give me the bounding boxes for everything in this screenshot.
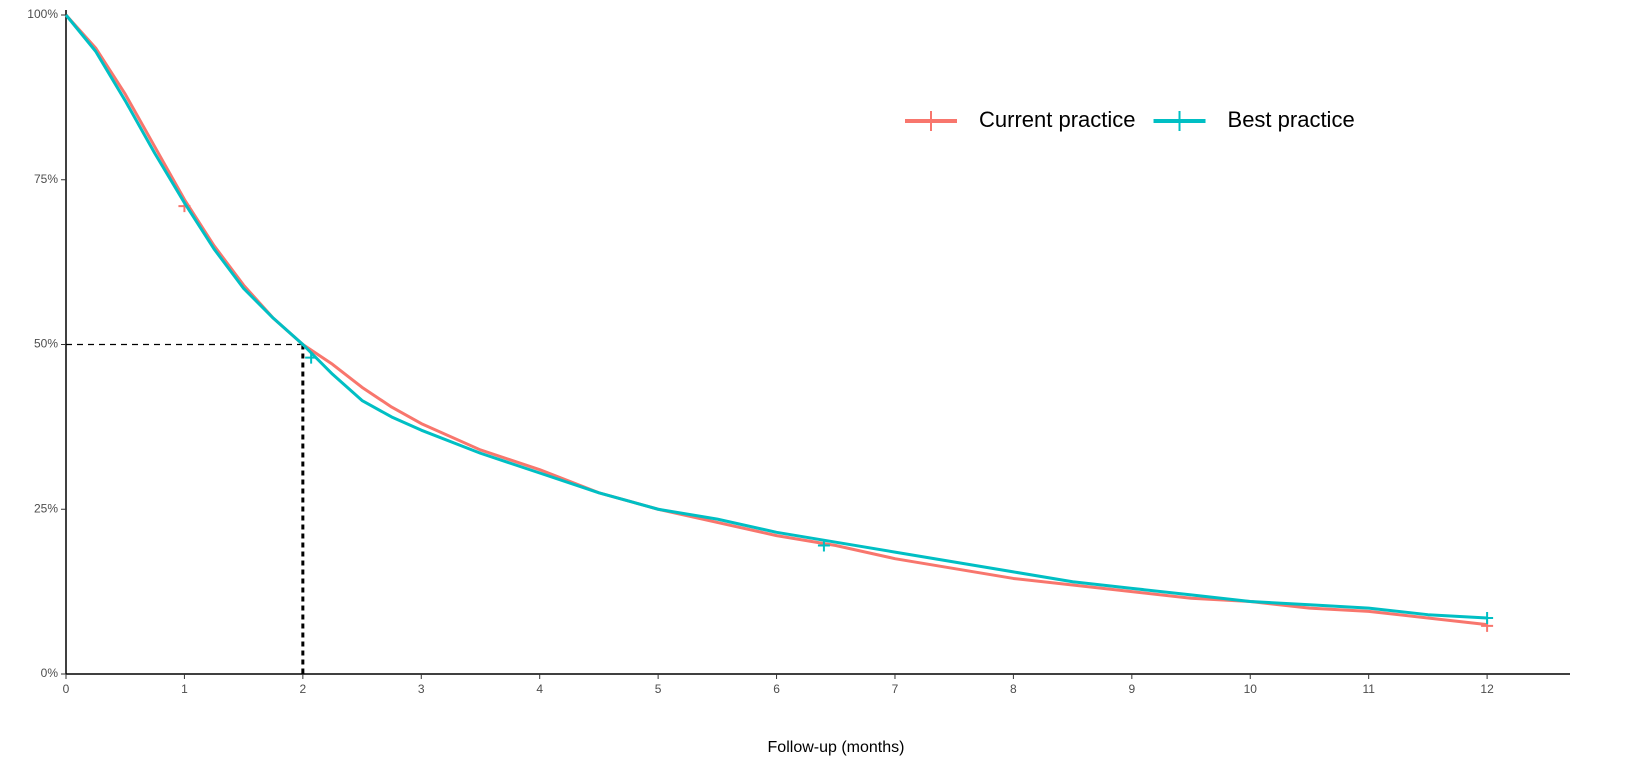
x-tick-label: 7 <box>892 682 899 696</box>
x-tick-label: 9 <box>1128 682 1135 696</box>
survival-curve <box>64 14 1488 620</box>
y-tick-label: 0% <box>41 666 59 680</box>
x-tick-label: 0 <box>63 682 70 696</box>
x-tick-label: 4 <box>536 682 543 696</box>
x-tick-label: 2 <box>300 682 307 696</box>
x-tick-label: 5 <box>655 682 662 696</box>
x-tick-label: 10 <box>1244 682 1258 696</box>
x-tick-label: 6 <box>773 682 780 696</box>
y-tick-label: 25% <box>34 501 58 515</box>
y-tick-label: 50% <box>34 337 58 351</box>
x-tick-label: 12 <box>1480 682 1494 696</box>
censor-mark <box>1481 611 1494 624</box>
x-axis-title: Follow-up (months) <box>768 739 905 756</box>
x-tick-label: 1 <box>181 682 188 696</box>
censor-mark <box>305 351 318 364</box>
x-tick-label: 3 <box>418 682 425 696</box>
x-tick-label: 11 <box>1362 682 1375 696</box>
legend-key-symbol <box>1169 111 1190 131</box>
legend-label: Best practice <box>1228 107 1355 132</box>
x-tick-label: 8 <box>1010 682 1017 696</box>
censor-mark <box>817 539 830 552</box>
y-tick-label: 100% <box>27 7 58 21</box>
y-tick-label: 75% <box>34 172 58 186</box>
legend-key-symbol <box>921 111 941 131</box>
legend-label: Current practice <box>979 107 1136 132</box>
